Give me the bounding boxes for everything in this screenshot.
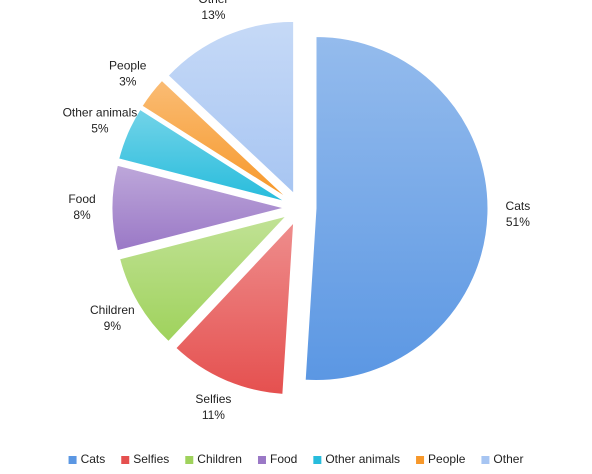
legend-swatch: [481, 456, 490, 464]
legend-label: People: [428, 452, 466, 466]
slice-value-label: 13%: [201, 8, 225, 22]
legend-label: Other animals: [325, 452, 400, 466]
slice-label: Children: [90, 303, 135, 317]
legend-label: Children: [197, 452, 242, 466]
pie-slice: [304, 36, 489, 382]
slice-label: Cats: [506, 199, 531, 213]
slice-value-label: 51%: [506, 215, 530, 229]
legend: Cats Selfies Children Food Other animals Peop…: [68, 452, 523, 466]
legend-label: Cats: [81, 452, 106, 466]
slice-value-label: 3%: [119, 75, 137, 89]
pie-slice: [118, 108, 286, 203]
legend-swatch: [185, 456, 194, 464]
slice-value-label: 9%: [104, 319, 122, 333]
slice-label: Other animals: [63, 106, 138, 120]
legend-label: Selfies: [133, 452, 169, 466]
slice-label: Other: [198, 0, 228, 6]
pie-slice: [175, 221, 295, 395]
slice-label: Food: [68, 192, 95, 206]
slice-label: People: [109, 59, 147, 73]
slice-value-label: 11%: [202, 408, 225, 422]
pie-slice: [119, 215, 288, 343]
legend-swatch: [416, 456, 425, 464]
pie-slice: [141, 79, 288, 199]
legend-swatch: [68, 456, 77, 464]
legend-swatch: [313, 456, 322, 464]
legend-label: Food: [270, 452, 297, 466]
legend-swatch: [121, 456, 130, 464]
slice-value-label: 8%: [73, 208, 91, 222]
legend-swatch: [257, 456, 266, 464]
slice-label: Selfies: [195, 392, 231, 406]
pie-slice: [111, 164, 285, 252]
pie-slice: [167, 20, 295, 195]
slice-value-label: 5%: [91, 122, 109, 136]
legend-label: Other: [493, 452, 523, 466]
